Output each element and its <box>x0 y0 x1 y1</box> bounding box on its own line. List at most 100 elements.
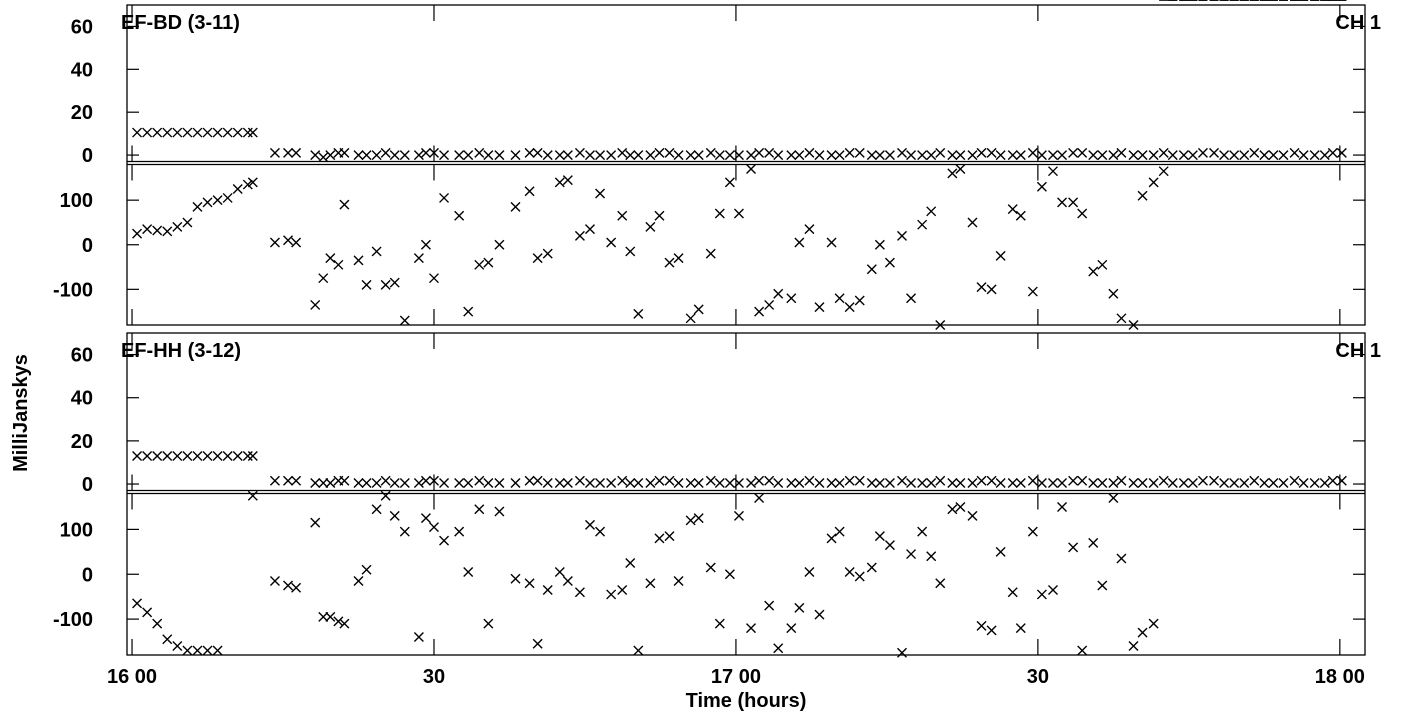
marker-stroke <box>1057 150 1068 161</box>
marker-stroke <box>152 618 163 629</box>
marker-stroke <box>866 264 877 275</box>
marker-stroke <box>371 504 382 515</box>
marker-stroke <box>428 522 439 533</box>
phase-point <box>906 293 917 304</box>
marker-stroke <box>664 257 675 268</box>
marker-stroke <box>617 475 628 486</box>
amplitude-point <box>1268 477 1279 488</box>
phase-point <box>967 510 978 521</box>
marker-stroke <box>172 221 183 232</box>
marker-stroke <box>361 150 372 161</box>
amplitude-point <box>542 150 553 161</box>
phase-point <box>1148 618 1159 629</box>
marker-stroke <box>724 477 735 488</box>
marker-stroke <box>510 201 521 212</box>
amplitude-point <box>413 477 424 488</box>
phase-point <box>935 578 946 589</box>
marker-stroke <box>654 147 665 158</box>
marker-stroke <box>524 186 535 197</box>
marker-stroke <box>439 150 450 161</box>
phase-point <box>733 208 744 219</box>
marker-stroke <box>595 188 606 199</box>
amplitude-point <box>814 477 825 488</box>
marker-stroke <box>976 620 987 631</box>
amplitude-point <box>834 150 845 161</box>
marker-stroke <box>633 645 644 656</box>
amplitude-point <box>826 477 837 488</box>
amplitude-point <box>1027 147 1038 158</box>
marker-stroke <box>874 150 885 161</box>
marker-stroke <box>1137 190 1148 201</box>
amplitude-point <box>202 450 213 461</box>
phase-point <box>1158 166 1169 177</box>
marker-stroke <box>794 477 805 488</box>
phase-point <box>617 584 628 595</box>
marker-stroke <box>428 475 439 486</box>
phase-point <box>554 567 565 578</box>
amplitude-point <box>705 147 716 158</box>
marker-stroke <box>584 519 595 530</box>
phase-point <box>976 620 987 631</box>
marker-stroke <box>673 253 684 264</box>
amplitude-point <box>474 475 485 486</box>
phase-point <box>532 253 543 264</box>
marker-stroke <box>1239 477 1250 488</box>
phase-point <box>172 221 183 232</box>
amplitude-point <box>1209 147 1220 158</box>
amplitude-point <box>524 475 535 486</box>
marker-stroke <box>773 288 784 299</box>
marker-stroke <box>705 562 716 573</box>
phase-point <box>371 246 382 257</box>
marker-stroke <box>172 127 183 138</box>
amplitude-point <box>1229 477 1240 488</box>
amplitude-point <box>1319 150 1330 161</box>
marker-stroke <box>361 477 372 488</box>
amplitude-point <box>542 477 553 488</box>
amplitude-point <box>1057 477 1068 488</box>
phase-point <box>955 163 966 174</box>
marker-stroke <box>733 208 744 219</box>
marker-stroke <box>584 477 595 488</box>
phase-point <box>826 533 837 544</box>
amplitude-point <box>854 475 865 486</box>
marker-stroke <box>510 573 521 584</box>
phase-point <box>1047 584 1058 595</box>
phase-point <box>142 607 153 618</box>
marker-stroke <box>1027 526 1038 537</box>
phase-point <box>986 284 997 295</box>
marker-stroke <box>685 515 696 526</box>
amplitude-point <box>1077 147 1088 158</box>
marker-stroke <box>333 259 344 270</box>
marker-stroke <box>1116 475 1127 486</box>
phase-point <box>1007 204 1018 215</box>
amplitude-point <box>380 147 391 158</box>
marker-stroke <box>844 302 855 313</box>
marker-stroke <box>162 634 173 645</box>
amplitude-point <box>1259 477 1270 488</box>
amplitude-point <box>976 475 987 486</box>
amplitude-point <box>247 450 258 461</box>
phase-point <box>1027 526 1038 537</box>
marker-stroke <box>884 540 895 551</box>
amplitude-point <box>1015 150 1026 161</box>
marker-stroke <box>906 549 917 560</box>
marker-stroke <box>232 450 243 461</box>
marker-stroke <box>399 315 410 326</box>
phase-point <box>724 177 735 188</box>
marker-stroke <box>269 475 280 486</box>
phase-point <box>1137 190 1148 201</box>
marker-stroke <box>463 306 474 317</box>
marker-stroke <box>926 551 937 562</box>
marker-stroke <box>1027 147 1038 158</box>
marker-stroke <box>562 575 573 586</box>
marker-stroke <box>1036 181 1047 192</box>
marker-stroke <box>854 295 865 306</box>
phase-point <box>673 575 684 586</box>
marker-stroke <box>917 219 928 230</box>
marker-stroke <box>1068 147 1079 158</box>
marker-stroke <box>380 147 391 158</box>
phase-point <box>947 504 958 515</box>
marker-stroke <box>413 477 424 488</box>
marker-stroke <box>1336 147 1347 158</box>
amplitude-point <box>685 477 696 488</box>
